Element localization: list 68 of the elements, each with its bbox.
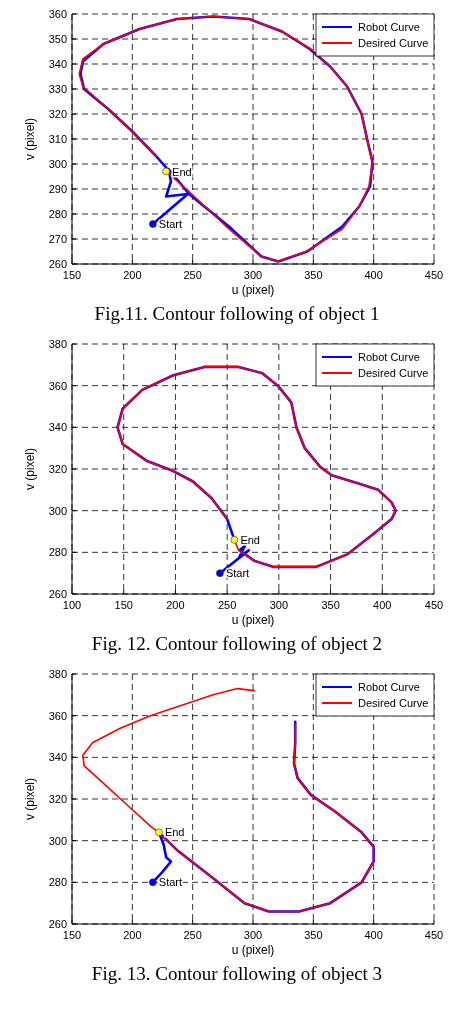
y-tick-label: 340	[48, 58, 67, 70]
y-tick-label: 380	[48, 668, 67, 680]
y-tick-label: 360	[48, 379, 67, 392]
x-tick-label: 200	[123, 929, 142, 941]
y-tick-label: 340	[48, 751, 67, 764]
x-tick-label: 400	[373, 599, 392, 611]
y-tick-label: 260	[48, 258, 67, 270]
x-tick-label: 300	[243, 269, 263, 281]
x-tick-label: 150	[114, 599, 133, 611]
x-axis-title: u (pixel)	[231, 943, 275, 957]
y-tick-label: 380	[48, 338, 67, 350]
y-tick-label: 300	[48, 504, 67, 517]
x-tick-label: 250	[217, 599, 237, 611]
legend-label: Desired Curve	[358, 367, 429, 379]
y-tick-label: 340	[48, 421, 67, 434]
text: Fig. 13. Contour following of object 3	[91, 963, 383, 984]
x-tick-label: 100	[62, 599, 82, 611]
annotation: Start	[158, 218, 183, 230]
x-tick-label: 300	[243, 929, 263, 941]
y-axis-title: v (pixel)	[23, 447, 37, 491]
y-tick-label: 320	[48, 108, 67, 120]
y-tick-label: 290	[48, 183, 67, 195]
y-tick-label: 280	[48, 208, 67, 220]
legend-label: Robot Curve	[358, 21, 420, 33]
y-tick-label: 300	[48, 834, 67, 847]
y-tick-label: 320	[48, 793, 67, 805]
x-tick-label: 450	[424, 269, 444, 281]
y-axis-title: v (pixel)	[23, 777, 37, 821]
text: Fig. 12. Contour following of object 2	[91, 633, 383, 654]
x-axis-title: u (pixel)	[231, 283, 275, 297]
y-tick-label: 270	[48, 233, 67, 245]
annotation: End	[172, 165, 192, 178]
x-axis-title: u (pixel)	[231, 613, 275, 627]
annotation: End	[240, 533, 260, 546]
legend-label: Desired Curve	[358, 697, 429, 709]
x-tick-label: 200	[166, 599, 185, 611]
x-tick-label: 150	[62, 269, 82, 281]
text: Fig.11. Contour following of object 1	[94, 303, 380, 324]
x-tick-label: 350	[304, 269, 323, 281]
y-tick-label: 330	[48, 83, 67, 95]
legend-label: Robot Curve	[358, 681, 420, 693]
annotation: Start	[225, 567, 250, 580]
legend-label: Desired Curve	[358, 37, 429, 49]
x-tick-label: 250	[183, 269, 202, 281]
y-tick-label: 260	[48, 588, 67, 600]
x-tick-label: 300	[269, 599, 289, 611]
y-tick-label: 280	[48, 876, 67, 889]
x-tick-label: 250	[183, 929, 202, 941]
x-tick-label: 400	[364, 929, 383, 941]
annotation: End	[164, 826, 185, 839]
y-tick-label: 310	[48, 133, 67, 145]
x-tick-label: 350	[321, 599, 340, 611]
y-tick-label: 360	[48, 709, 67, 722]
legend-label: Robot Curve	[358, 351, 420, 363]
x-tick-label: 450	[424, 929, 444, 941]
x-tick-label: 350	[304, 929, 323, 941]
annotation: Start	[158, 876, 183, 889]
x-tick-label: 200	[123, 269, 142, 281]
x-tick-label: 400	[364, 269, 383, 281]
y-tick-label: 260	[48, 918, 67, 930]
y-tick-label: 300	[48, 158, 67, 170]
y-tick-label: 320	[48, 463, 67, 475]
x-tick-label: 150	[62, 929, 82, 941]
y-axis-title: v (pixel)	[23, 117, 37, 161]
y-tick-label: 280	[48, 546, 67, 559]
y-tick-label: 350	[48, 33, 67, 45]
x-tick-label: 450	[424, 599, 444, 611]
y-tick-label: 360	[48, 8, 67, 20]
